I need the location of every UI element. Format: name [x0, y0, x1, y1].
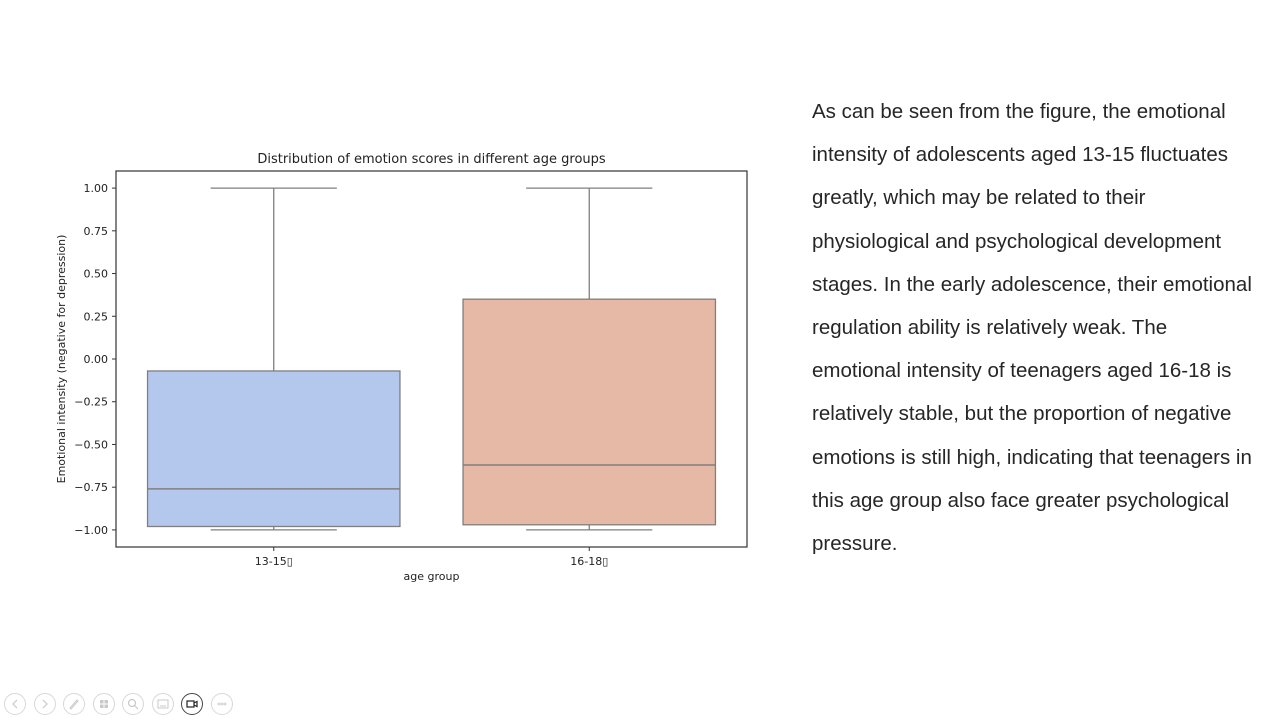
y-tick-label: −0.75 — [74, 481, 108, 494]
slide-paragraph: As can be seen from the figure, the emot… — [812, 100, 1252, 556]
y-tick-label: 1.00 — [84, 182, 109, 195]
boxplot-chart: Distribution of emotion scores in differ… — [55, 152, 748, 583]
more-options-button[interactable] — [210, 693, 233, 715]
subtitles-button[interactable] — [151, 693, 174, 715]
ellipsis-icon — [215, 697, 229, 711]
pen-icon — [67, 697, 81, 711]
y-tick-label: 0.75 — [84, 225, 109, 238]
slides-grid-icon — [97, 697, 111, 711]
x-tick-label: 16-18▯ — [570, 555, 608, 568]
x-axis-label: age group — [404, 570, 460, 583]
y-tick-label: 0.50 — [84, 268, 109, 281]
y-tick-label: −1.00 — [74, 524, 108, 537]
chart-canvas: Distribution of emotion scores in differ… — [55, 152, 748, 583]
slide-text-panel: As can be seen from the figure, the emot… — [812, 90, 1252, 565]
y-axis-label: Emotional intensity (negative for depres… — [55, 235, 68, 484]
y-tick-label: −0.25 — [74, 396, 108, 409]
next-slide-button[interactable] — [33, 693, 56, 715]
chevron-left-icon — [8, 697, 22, 711]
camera-button[interactable] — [181, 693, 203, 715]
pen-button[interactable] — [63, 693, 85, 715]
zoom-button[interactable] — [122, 693, 144, 715]
x-tick-label: 13-15▯ — [255, 555, 293, 568]
box-1 — [462, 298, 717, 526]
y-tick-label: 0.00 — [84, 353, 109, 366]
box-0 — [146, 370, 401, 528]
see-all-slides-button[interactable] — [92, 693, 115, 715]
subtitles-icon — [156, 697, 170, 711]
y-tick-label: −0.50 — [74, 438, 108, 451]
y-tick-label: 0.25 — [84, 310, 109, 323]
camera-icon — [185, 697, 199, 711]
presentation-toolbar — [4, 692, 233, 716]
previous-slide-button[interactable] — [4, 693, 26, 715]
magnifier-icon — [126, 697, 140, 711]
chart-title: Distribution of emotion scores in differ… — [257, 152, 606, 167]
chevron-right-icon — [38, 697, 52, 711]
